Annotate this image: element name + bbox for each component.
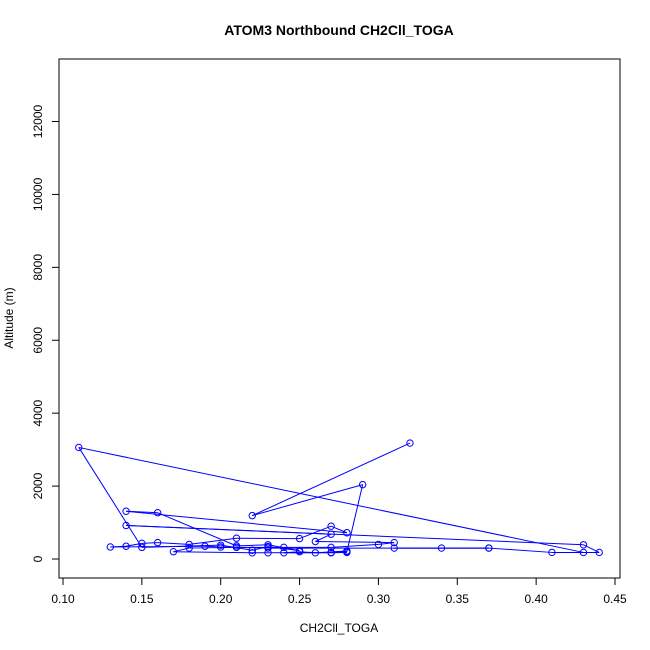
series-line-segment [331,543,379,548]
data-point [153,508,162,517]
data-point [106,543,115,551]
data-point [232,534,241,542]
data-point [185,544,193,552]
x-tick-label: 0.10 [51,592,75,606]
series-line-segment [220,544,253,551]
series-line-segment [236,544,269,547]
series-line-segment [220,546,269,549]
series-line-segment [157,542,190,545]
data-point [437,544,446,552]
x-tick-label: 0.30 [367,592,391,606]
data-point [138,539,146,548]
series-line-segment [126,510,158,514]
series-line-segment [299,525,332,540]
series-line-segment [126,524,584,546]
data-point [153,538,162,547]
data-point [122,507,130,515]
series-line-segment [267,546,300,552]
data-point [232,542,241,550]
series-line-segment [173,547,190,553]
x-axis: 0.10 0.15 0.20 0.25 0.30 0.35 0.40 0.45 [51,577,627,606]
data-point [280,549,288,557]
y-tick-label: 10000 [31,177,45,211]
data-point [248,549,256,557]
series-line-segment [141,544,221,548]
x-axis-label: CH2Cll_TOGA [300,621,378,635]
y-tick-label: 4000 [31,399,45,426]
data-point [264,542,272,551]
data-point [311,549,320,557]
x-tick-label: 0.40 [524,592,548,606]
data-point [201,542,209,550]
chart-title: ATOM3 Northbound CH2Cll_TOGA [224,22,453,38]
data-point [185,540,193,549]
series-line-segment [252,484,363,517]
y-axis-label: Altitude (m) [2,287,16,348]
data-point [327,543,335,552]
data-point [548,548,556,557]
data-point [327,549,335,557]
series-line-segment [346,484,364,552]
data-point [122,521,130,530]
series-line-segment [488,547,552,553]
data-point [295,546,304,555]
data-point [248,511,256,520]
data-point [327,522,335,530]
data-point [374,540,383,549]
x-tick-label: 0.35 [446,592,470,606]
series-line-segment [110,545,127,548]
data-point [75,443,83,452]
x-tick-label: 0.45 [603,592,627,606]
y-tick-label: 12000 [31,104,45,138]
series-points [75,439,603,557]
data-point [122,542,130,550]
data-point [248,546,256,554]
data-point [390,544,398,552]
data-point [169,548,178,556]
x-tick-label: 0.25 [288,592,312,606]
data-point [343,548,351,557]
data-point [485,544,493,552]
data-point [343,529,351,537]
data-point [138,543,146,552]
data-point [358,480,367,489]
data-point [280,543,288,552]
data-point [595,548,603,557]
y-tick-label: 6000 [31,327,45,354]
series-line-segment [157,512,237,547]
data-point [311,537,320,546]
series-line-segment [78,447,143,548]
data-point [327,530,335,538]
x-tick-label: 0.20 [209,592,233,606]
y-tick-label: 2000 [31,472,45,499]
series-line-segment [141,542,158,544]
x-tick-label: 0.15 [130,592,154,606]
data-point [579,541,588,549]
data-point [406,439,414,447]
series-line-segment [78,446,584,553]
data-point [579,548,588,557]
series-line-segment [173,551,253,554]
series-line-segment [189,537,237,545]
y-tick-label: 0 [31,555,45,562]
data-point [295,534,304,543]
y-axis: 0 2000 4000 6000 8000 10000 12000 [31,104,60,562]
y-tick-label: 8000 [31,254,45,281]
series-line-segment [252,442,411,517]
data-point [390,538,398,547]
data-point [217,541,225,549]
